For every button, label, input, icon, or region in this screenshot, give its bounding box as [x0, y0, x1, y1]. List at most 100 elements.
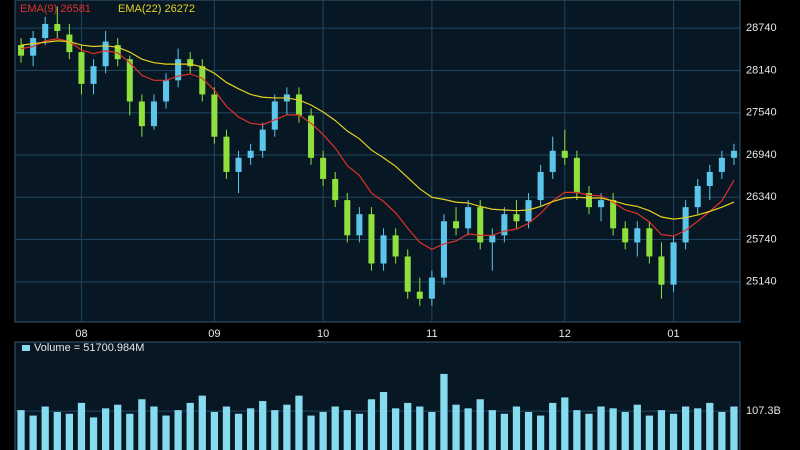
ema-line	[20, 40, 735, 220]
volume-bar	[367, 399, 376, 450]
volume-bar	[77, 402, 86, 450]
volume-bar	[102, 408, 110, 450]
volume-bar	[524, 411, 533, 450]
x-tick-label: 08	[75, 328, 87, 340]
candle-body	[187, 59, 194, 67]
candle-body	[404, 256, 411, 292]
volume-bar	[694, 408, 702, 450]
y-tick-label: 27540	[746, 107, 777, 119]
candle-body	[90, 66, 97, 84]
volume-bar	[645, 415, 653, 450]
volume-bar	[355, 413, 363, 450]
candle-body	[344, 200, 351, 236]
volume-bar	[271, 410, 279, 450]
volume-bar	[331, 406, 339, 450]
candle-body	[706, 171, 713, 187]
volume-bar	[247, 408, 255, 450]
candle-body	[610, 200, 617, 229]
candle-body	[718, 157, 725, 172]
candle-body	[392, 235, 399, 257]
volume-bar	[17, 410, 25, 450]
volume-bar	[573, 410, 581, 450]
volume-bar	[561, 397, 569, 450]
candle-body	[465, 207, 472, 229]
volume-bar	[730, 406, 738, 450]
candle-body	[199, 66, 206, 95]
legend-entry: EMA(22) 26272	[118, 3, 195, 15]
candle-body	[66, 34, 73, 53]
candle-body	[428, 277, 435, 299]
candle-body	[537, 171, 544, 201]
candle-body	[114, 45, 121, 60]
candle-body	[54, 23, 61, 32]
volume-bar	[138, 399, 146, 450]
candle-body	[380, 235, 387, 264]
candle-body	[271, 101, 278, 130]
candle-body	[730, 150, 737, 158]
volume-bar	[585, 413, 593, 450]
price-panel	[14, 0, 741, 323]
candle-body	[163, 80, 170, 102]
x-tick-label: 09	[208, 328, 220, 340]
candle-body	[513, 214, 520, 222]
candle-body	[332, 178, 339, 201]
volume-bar	[706, 402, 714, 450]
volume-bar	[41, 406, 49, 450]
candle-body	[150, 101, 157, 127]
volume-bar	[549, 402, 557, 450]
candle-body	[489, 235, 496, 243]
volume-bar	[162, 415, 170, 450]
volume-bar	[416, 406, 424, 450]
candle-body	[368, 214, 375, 264]
volume-bar	[259, 401, 267, 450]
candle-body	[175, 59, 182, 81]
volume-bar	[428, 411, 436, 450]
candle-body	[138, 101, 145, 127]
volume-bar	[29, 415, 37, 450]
volume-bar	[500, 413, 508, 450]
candle-body	[211, 94, 218, 137]
candle-body	[78, 52, 85, 84]
y-tick-label: 107.3B	[746, 405, 781, 417]
volume-bar	[392, 408, 400, 450]
volume-bar	[440, 373, 448, 450]
volume-bar	[512, 406, 521, 450]
x-tick-label: 11	[426, 328, 437, 340]
candle-body	[477, 207, 484, 243]
candle-body	[102, 41, 109, 67]
candle-body	[356, 214, 363, 236]
candle-body	[440, 221, 447, 278]
volume-bar	[65, 413, 73, 450]
y-tick-label: 26340	[746, 191, 777, 203]
volume-bar	[597, 406, 605, 450]
volume-bar	[319, 411, 327, 450]
volume-panel	[14, 341, 741, 450]
candle-body	[320, 157, 327, 179]
candle-body	[525, 200, 532, 222]
volume-bar	[198, 395, 206, 450]
volume-bar	[537, 415, 545, 450]
candle-body	[561, 150, 568, 158]
candle-body	[501, 214, 508, 236]
candle-body	[295, 94, 302, 116]
volume-bar	[343, 410, 351, 450]
candle-body	[453, 221, 460, 229]
volume-bar	[150, 406, 158, 450]
volume-bar	[234, 413, 243, 450]
volume-bar	[174, 410, 182, 450]
candle-body	[694, 186, 701, 208]
candle-body	[42, 23, 49, 39]
candle-body	[308, 115, 315, 158]
legend-swatch	[22, 345, 30, 351]
candle-body	[126, 59, 133, 102]
y-tick-label: 25140	[746, 276, 777, 288]
candle-body	[670, 242, 677, 285]
candle-body	[235, 157, 242, 172]
y-tick-label: 26940	[746, 149, 777, 161]
volume-bar	[633, 404, 641, 450]
candle-body	[585, 193, 592, 208]
volume-bar	[464, 408, 472, 450]
candle-body	[622, 228, 629, 243]
volume-bar	[452, 404, 460, 450]
